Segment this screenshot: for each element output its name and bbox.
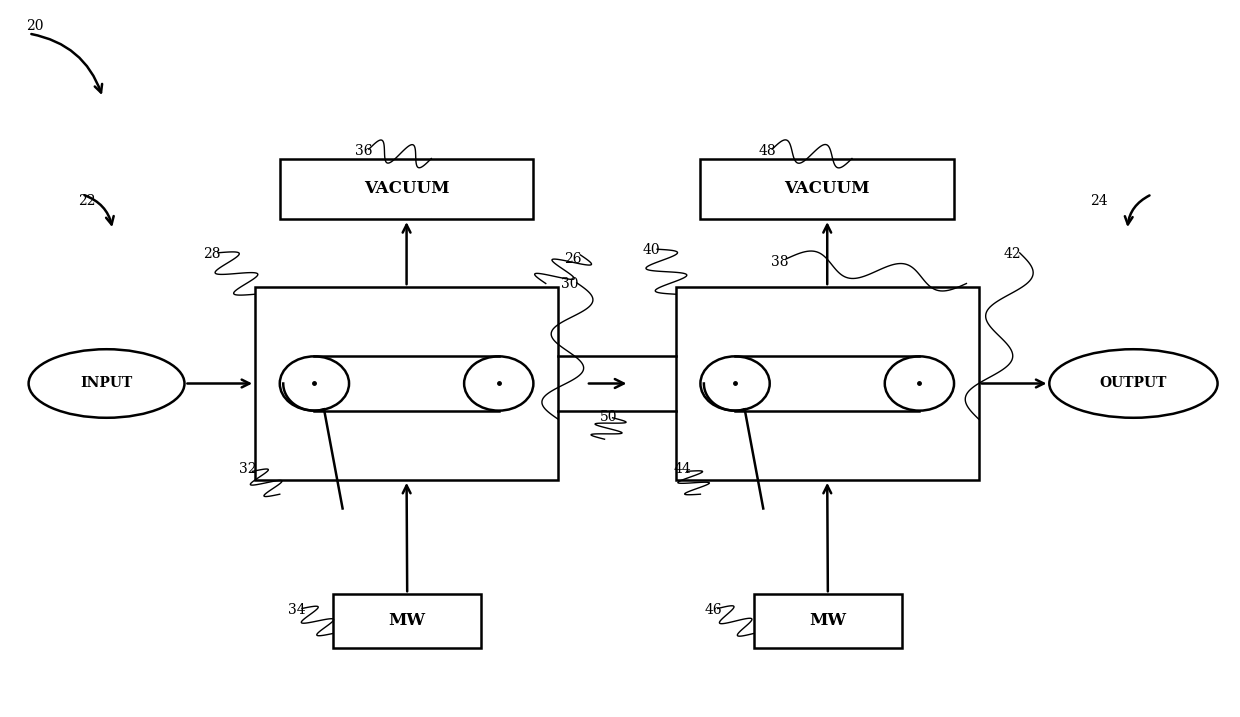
Text: 30: 30 [560,277,578,290]
Bar [334,594,481,647]
Ellipse shape [1049,349,1218,418]
Text: 46: 46 [704,603,722,617]
Text: VACUUM: VACUUM [363,181,449,197]
Text: MW: MW [810,612,847,630]
Text: 22: 22 [78,194,95,209]
Text: 26: 26 [564,252,582,265]
Text: 50: 50 [600,410,618,424]
Text: 44: 44 [673,462,691,476]
Text: 48: 48 [759,144,776,158]
Text: 24: 24 [1090,194,1107,209]
Bar [255,287,558,480]
Text: MW: MW [388,612,425,630]
Text: 40: 40 [642,243,660,257]
Text: 20: 20 [26,19,43,34]
Text: 42: 42 [1003,247,1022,260]
Ellipse shape [701,356,770,411]
Bar [676,287,978,480]
Text: INPUT: INPUT [81,376,133,391]
Ellipse shape [464,356,533,411]
Bar [280,158,533,219]
Text: 34: 34 [289,603,306,617]
Text: 36: 36 [355,144,373,158]
Text: VACUUM: VACUUM [785,181,870,197]
Ellipse shape [29,349,185,418]
Bar [754,594,901,647]
Ellipse shape [280,356,348,411]
Text: 38: 38 [771,255,789,269]
Bar [701,158,954,219]
Text: 32: 32 [239,462,257,476]
Text: 28: 28 [203,247,221,260]
Text: OUTPUT: OUTPUT [1100,376,1167,391]
Ellipse shape [885,356,954,411]
